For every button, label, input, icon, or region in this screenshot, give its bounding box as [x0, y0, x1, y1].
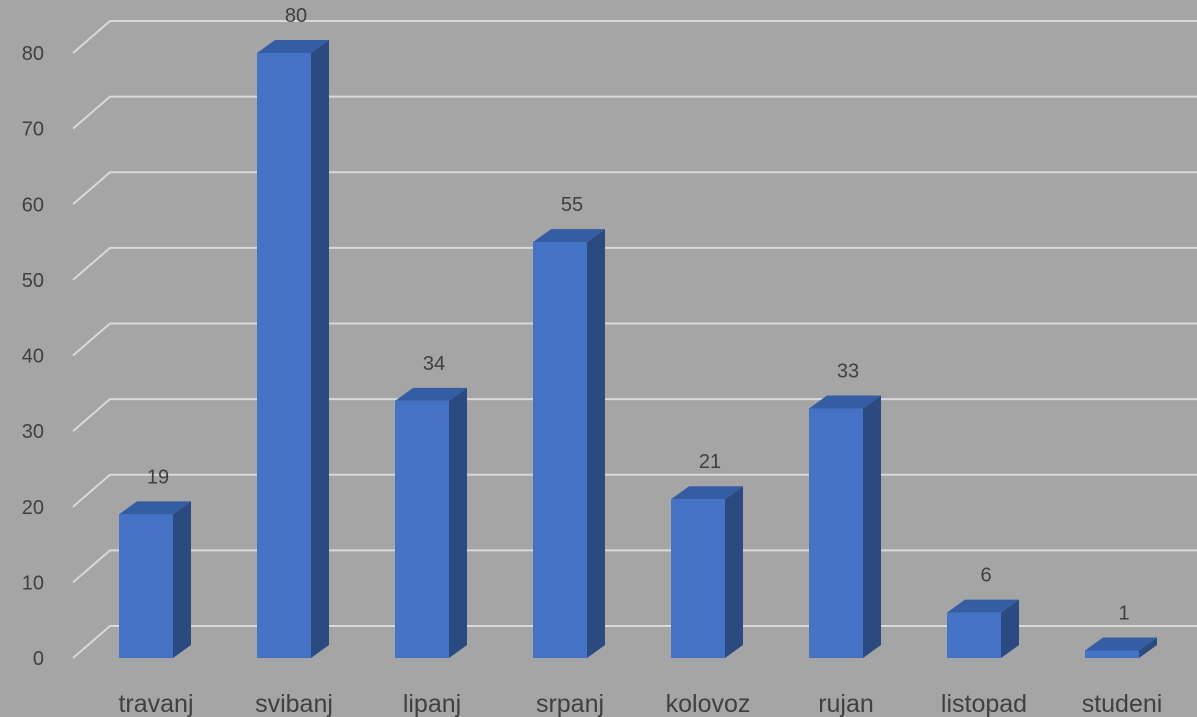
bar-top-face	[119, 501, 191, 515]
gridline	[72, 322, 1197, 357]
bar-top-face	[533, 229, 605, 243]
bar-side-face	[173, 501, 191, 658]
bar	[119, 501, 191, 658]
data-label: 55	[561, 194, 583, 216]
gridline	[72, 95, 1197, 130]
bar-side-face	[725, 486, 743, 658]
gridline	[72, 171, 1197, 206]
gridline	[72, 246, 1197, 281]
category-label: lipanj	[403, 690, 461, 717]
bar	[809, 395, 881, 658]
bar-front-face	[395, 400, 449, 658]
category-label: svibanj	[255, 690, 333, 717]
bar	[395, 387, 467, 658]
bar-side-face	[1001, 599, 1019, 658]
bar-top-face	[395, 387, 467, 401]
y-tick-label: 50	[22, 270, 44, 292]
bar	[947, 599, 1019, 658]
bar-side-face	[863, 395, 881, 658]
bars	[119, 40, 1157, 658]
gridline	[72, 473, 1197, 508]
bar-top-face	[257, 40, 329, 53]
y-tick-label: 80	[22, 43, 44, 65]
bar-side-face	[1139, 637, 1157, 658]
data-label: 6	[980, 565, 991, 587]
category-label: srpanj	[536, 690, 604, 717]
bar-front-face	[533, 242, 587, 658]
y-tick-label: 30	[22, 421, 44, 443]
data-labels: 19 80 34 55 21 33 6 1	[147, 5, 1130, 624]
y-tick-label: 20	[22, 497, 44, 519]
data-label: 33	[837, 360, 859, 382]
data-label: 19	[147, 466, 169, 488]
category-label: travanj	[118, 690, 193, 717]
gridline	[72, 549, 1197, 584]
bar-front-face	[257, 53, 311, 658]
bar	[671, 486, 743, 658]
bar-top-face	[1085, 637, 1157, 651]
data-label: 80	[285, 5, 307, 27]
gridline	[72, 398, 1197, 432]
category-label: kolovoz	[666, 690, 751, 717]
y-axis-ticks: 0 10 20 30 40 50 60 70 80	[22, 43, 44, 670]
bar	[1085, 637, 1157, 658]
category-label: rujan	[818, 690, 874, 717]
y-tick-label: 0	[33, 648, 44, 670]
gridline	[72, 625, 1197, 659]
bar-top-face	[809, 395, 881, 409]
gridline	[72, 20, 1197, 54]
y-tick-label: 10	[22, 572, 44, 594]
bar-front-face	[947, 612, 1001, 658]
y-tick-label: 60	[22, 194, 44, 216]
data-label: 34	[423, 353, 445, 375]
y-tick-label: 70	[22, 119, 44, 141]
category-label: studeni	[1082, 690, 1163, 717]
x-axis-categories: travanj svibanj lipanj srpanj kolovoz rujan li…	[118, 690, 1162, 717]
bar-top-face	[671, 486, 743, 500]
bar-front-face	[1085, 650, 1139, 658]
data-label: 1	[1118, 602, 1129, 624]
bar-top-face	[947, 599, 1019, 613]
bar-front-face	[671, 499, 725, 658]
bar-side-face	[449, 387, 467, 658]
bar-side-face	[311, 40, 329, 658]
y-tick-label: 40	[22, 346, 44, 368]
bar-front-face	[119, 514, 173, 658]
gridlines	[72, 20, 1197, 659]
bar-side-face	[587, 229, 605, 658]
category-label: listopad	[941, 690, 1027, 717]
bar-front-face	[809, 408, 863, 658]
bar	[533, 229, 605, 658]
bar	[257, 40, 329, 658]
data-label: 21	[699, 451, 721, 473]
